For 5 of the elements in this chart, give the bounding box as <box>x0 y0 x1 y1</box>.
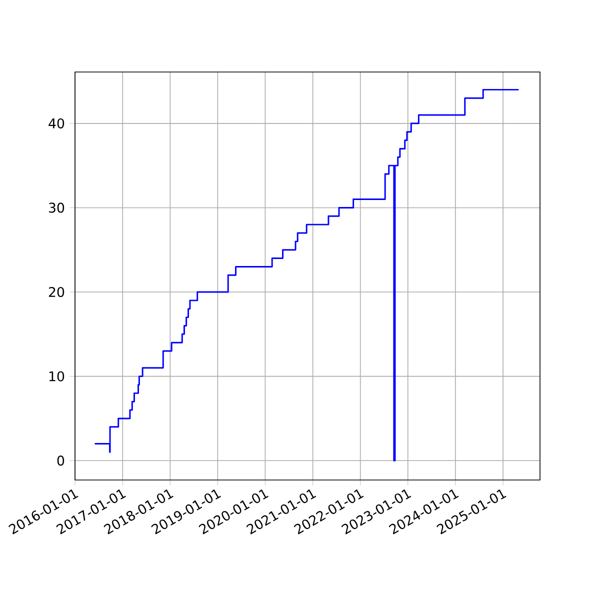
y-tick-label: 20 <box>48 286 64 298</box>
y-tick-label: 0 <box>57 456 64 466</box>
y-tick-label: 30 <box>49 202 64 213</box>
y-tick-label: 10 <box>49 371 64 382</box>
y-tick-label: 40 <box>48 118 64 128</box>
